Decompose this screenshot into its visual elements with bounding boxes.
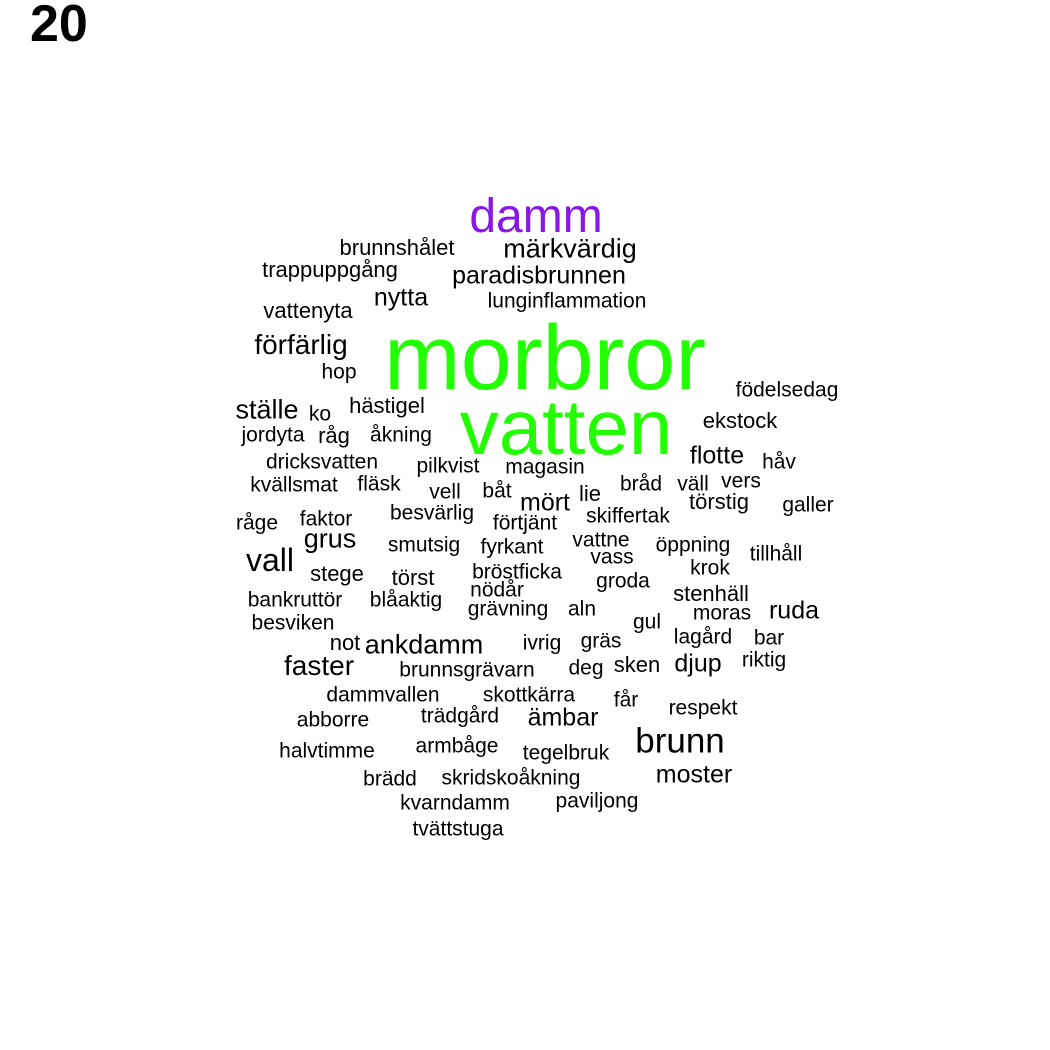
cloud-word: lagård	[673, 625, 733, 649]
cloud-word: blåaktig	[369, 588, 443, 612]
cloud-word: pilkvist	[416, 454, 480, 478]
cloud-word: fläsk	[357, 472, 401, 496]
cloud-word: skottkärra	[482, 683, 576, 707]
cloud-word: öppning	[655, 533, 731, 557]
cloud-word: ko	[308, 402, 332, 426]
cloud-word: dammvallen	[326, 683, 440, 707]
cloud-word: bankruttör	[247, 588, 343, 612]
cloud-word: moster	[655, 760, 733, 789]
cloud-word: råge	[235, 511, 279, 535]
cloud-word: skridskoåkning	[441, 766, 581, 790]
cloud-word: groda	[596, 569, 650, 593]
cloud-word: förtjänt	[492, 511, 558, 535]
cloud-word: vell	[429, 480, 461, 504]
cloud-word: nytta	[373, 283, 429, 312]
cloud-word: törstig	[689, 489, 749, 514]
cloud-word: vattne	[572, 528, 630, 552]
cloud-word: hästigel	[349, 393, 425, 418]
cloud-word: grävning	[467, 597, 549, 621]
cloud-word: brädd	[363, 767, 417, 791]
cloud-word: trädgård	[420, 704, 500, 728]
cloud-word: nödår	[470, 578, 524, 602]
cloud-word: brunn	[635, 721, 725, 761]
cloud-word: födelsedag	[735, 378, 839, 402]
cloud-word: kvällsmat	[250, 473, 338, 497]
cloud-word: stenhäll	[673, 581, 749, 606]
cloud-word: damm	[469, 190, 603, 243]
cloud-word: hop	[321, 360, 357, 384]
cloud-word: gul	[632, 610, 662, 634]
cloud-word: faster	[283, 650, 355, 681]
cloud-word: brunnshålet	[339, 235, 455, 260]
cloud-word: håv	[762, 450, 796, 474]
cloud-word: ivrig	[522, 631, 562, 655]
cloud-word: skiffertak	[586, 504, 670, 528]
cloud-word: magasin	[505, 455, 585, 479]
cloud-word: paradisbrunnen	[452, 261, 626, 290]
cloud-word: båt	[482, 479, 512, 503]
cloud-word: tegelbruk	[522, 741, 610, 765]
cloud-word: besviken	[251, 611, 335, 635]
cloud-word: törst	[391, 565, 435, 590]
cloud-word: djup	[674, 649, 722, 678]
cloud-word: märkvärdig	[503, 233, 637, 264]
cloud-word: väll	[677, 472, 709, 496]
cloud-word: tvättstuga	[412, 817, 504, 841]
cloud-word: ämbar	[527, 703, 599, 732]
cloud-word: riktig	[741, 648, 787, 672]
cloud-word: bar	[753, 626, 785, 650]
cloud-word: kvarndamm	[400, 791, 510, 815]
cloud-word: ekstock	[702, 408, 778, 433]
cloud-word: bröstficka	[472, 560, 562, 584]
cloud-word: vers	[721, 469, 761, 493]
cloud-word: lie	[578, 481, 602, 506]
cloud-word: grus	[303, 523, 357, 554]
cloud-word: respekt	[668, 696, 738, 720]
cloud-word: moras	[692, 601, 752, 625]
cloud-word: besvärlig	[389, 501, 475, 525]
cloud-word: halvtimme	[279, 739, 375, 763]
cloud-word: brunnsgrävarn	[399, 658, 535, 682]
cloud-word: får	[613, 688, 639, 712]
cloud-word: armbåge	[415, 734, 499, 758]
cloud-word: sken	[613, 652, 661, 677]
cloud-word: galler	[782, 493, 834, 517]
cloud-word: not	[329, 630, 361, 655]
cloud-word: vattenyta	[263, 298, 353, 323]
cloud-word: deg	[568, 656, 604, 680]
cloud-word: förfärlig	[254, 329, 348, 360]
cloud-word: krok	[690, 556, 730, 580]
cloud-word: flotte	[689, 441, 745, 470]
cloud-word: dricksvatten	[265, 450, 379, 474]
panel-number: 20	[30, 0, 88, 53]
cloud-word: abborre	[296, 708, 370, 732]
cloud-word: mört	[520, 488, 570, 517]
cloud-word: jordyta	[241, 423, 305, 447]
cloud-word: stege	[310, 561, 364, 586]
cloud-word: ställe	[235, 394, 299, 425]
cloud-word: ruda	[768, 596, 820, 625]
cloud-word: tillhåll	[749, 542, 803, 566]
cloud-word: fyrkant	[480, 535, 544, 559]
cloud-word: bråd	[619, 472, 663, 496]
cloud-word: faktor	[299, 507, 353, 531]
cloud-word: åkning	[370, 423, 432, 447]
cloud-word: vatten	[459, 383, 673, 471]
cloud-word: vass	[590, 545, 634, 569]
cloud-word: ankdamm	[364, 629, 484, 660]
cloud-word: lunginflammation	[487, 289, 647, 313]
cloud-word: smutsig	[387, 533, 461, 557]
cloud-word: paviljong	[555, 789, 639, 813]
cloud-word: morbror	[383, 307, 707, 409]
cloud-word: aln	[567, 597, 597, 621]
cloud-word: trappuppgång	[262, 257, 398, 282]
cloud-word: vall	[245, 542, 295, 578]
cloud-word: råg	[318, 423, 350, 448]
cloud-word: gräs	[580, 629, 622, 653]
